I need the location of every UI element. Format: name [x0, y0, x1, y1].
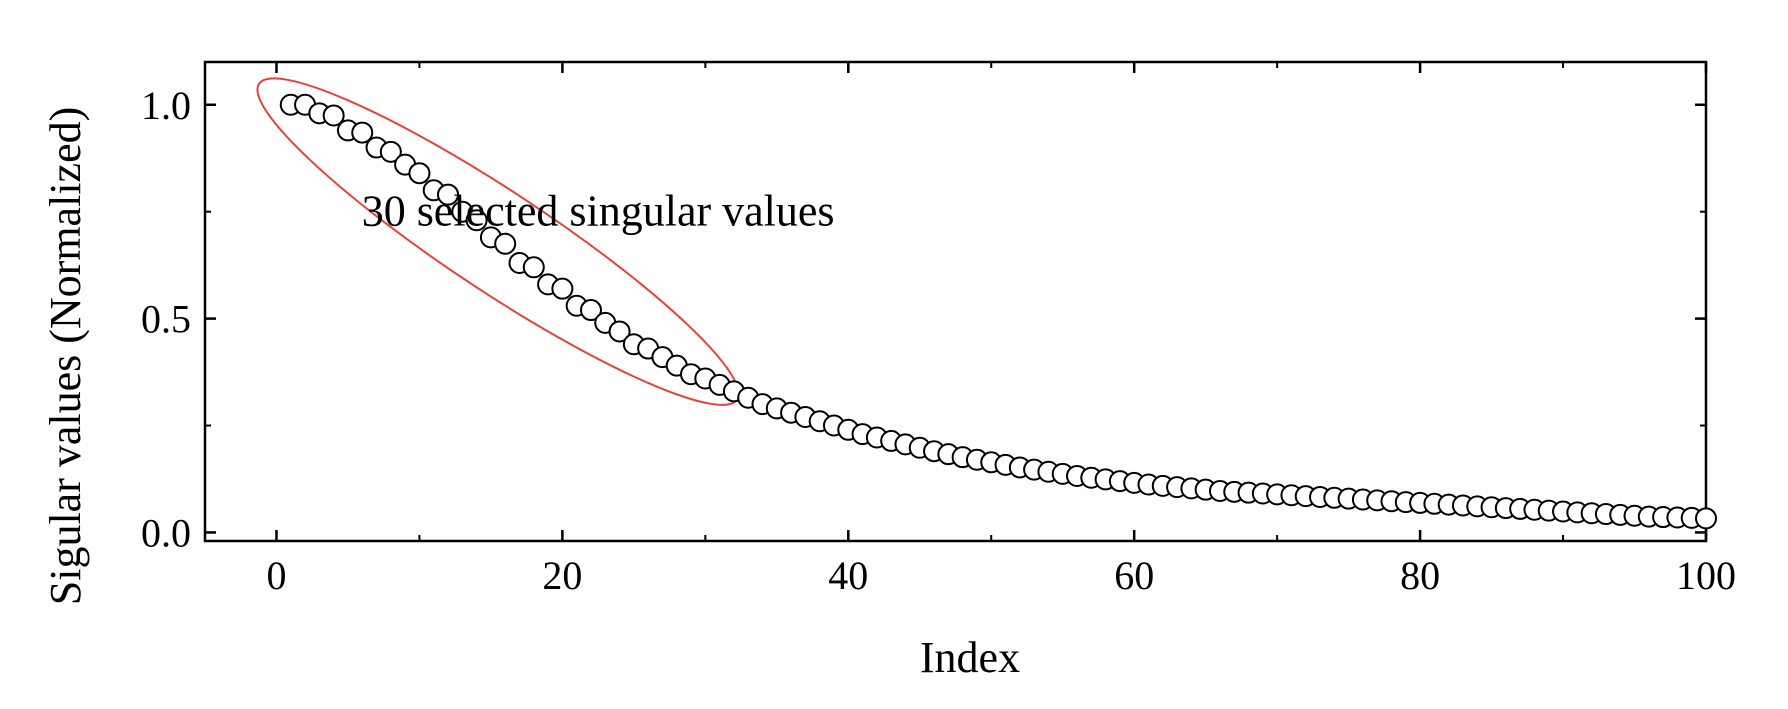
y-tick-label: 0.5	[141, 297, 191, 342]
x-tick-label: 20	[542, 553, 582, 598]
data-point	[351, 121, 374, 144]
x-tick-label: 0	[266, 553, 286, 598]
data-point	[1695, 507, 1717, 530]
data-point	[437, 183, 460, 206]
data-point	[494, 232, 517, 255]
annotation-label: 30 selected singular values	[362, 187, 835, 236]
data-point	[322, 104, 345, 127]
plot-frame	[203, 60, 1708, 543]
y-tick-label: 0.0	[141, 510, 191, 555]
x-tick-label: 100	[1676, 553, 1736, 598]
x-tick-label: 60	[1114, 553, 1154, 598]
x-tick-label: 40	[828, 553, 868, 598]
x-tick-label: 80	[1400, 553, 1440, 598]
x-axis-label: Index	[920, 633, 1020, 682]
annotations: 30 selected singular values	[362, 187, 835, 236]
data-point	[522, 256, 545, 279]
axis-labels: Index Sigular values (Normalized)	[41, 107, 1020, 682]
data-point	[408, 162, 431, 185]
data-point	[465, 209, 488, 232]
data-point	[551, 277, 574, 300]
axis-ticks: 0 20 40 60 80 100 0.0 0.5 1.0	[141, 62, 1736, 598]
data-point	[379, 140, 402, 163]
y-axis-label: Sigular values (Normalized)	[41, 107, 90, 606]
data-points	[279, 93, 1717, 530]
plot-area-border	[203, 60, 1708, 543]
data-point	[579, 299, 602, 322]
y-tick-label: 1.0	[141, 83, 191, 128]
data-point	[608, 320, 631, 343]
